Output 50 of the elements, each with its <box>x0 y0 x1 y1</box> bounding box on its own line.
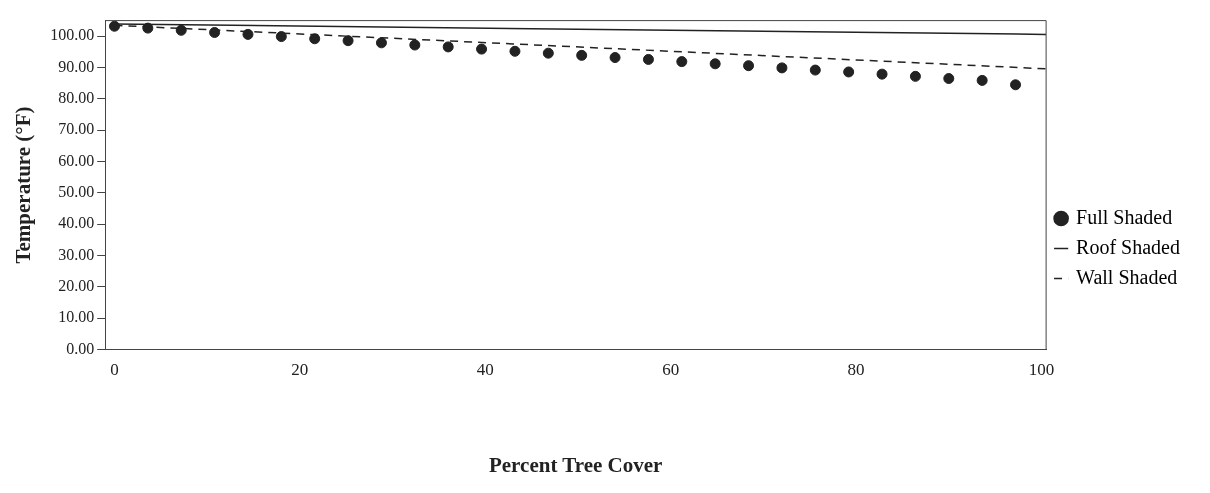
point <box>876 68 888 80</box>
point <box>642 53 654 65</box>
point <box>809 64 821 76</box>
point <box>943 73 955 85</box>
legend-label: Roof Shaded <box>1076 235 1181 258</box>
x-tick-label: 0 <box>110 360 119 380</box>
point <box>342 35 354 47</box>
point <box>275 31 287 43</box>
point <box>676 56 688 68</box>
point <box>509 45 521 57</box>
x-tick-label: 40 <box>476 360 494 380</box>
point <box>375 37 387 49</box>
point <box>108 20 120 32</box>
point <box>576 49 588 61</box>
x-tick-label: 20 <box>291 360 309 380</box>
y-tick-label: 40.00 <box>58 214 95 232</box>
point <box>709 58 721 70</box>
y-tick-label: 100.00 <box>50 26 95 44</box>
point <box>776 62 788 74</box>
x-tick-label: 100 <box>1028 360 1055 380</box>
point <box>976 74 988 86</box>
point <box>242 28 254 40</box>
legend-label: Full Shaded <box>1076 205 1173 228</box>
point <box>743 60 755 72</box>
point <box>909 70 921 82</box>
y-tick-label: 70.00 <box>58 120 95 138</box>
y-tick-label: 20.00 <box>58 276 95 294</box>
y-tick-label: 10.00 <box>58 308 95 326</box>
point <box>409 39 421 51</box>
point <box>609 52 621 64</box>
point <box>175 24 187 36</box>
point <box>442 41 454 53</box>
point <box>142 22 154 34</box>
y-tick-label: 30.00 <box>58 245 95 263</box>
x-axis-title: Percent Tree Cover <box>488 452 663 477</box>
y-tick-label: 80.00 <box>58 89 95 107</box>
point <box>209 27 221 38</box>
point <box>542 47 554 59</box>
y-tick-label: 50.00 <box>58 183 95 201</box>
legend-label: Wall Shaded <box>1076 265 1178 288</box>
point <box>843 66 855 78</box>
point <box>476 43 488 55</box>
y-axis-title: Temperature (°F) <box>11 106 36 264</box>
y-tick-label: 60.00 <box>58 151 95 169</box>
point <box>309 33 321 45</box>
x-tick-label: 80 <box>847 360 865 380</box>
x-tick-label: 60 <box>662 360 680 380</box>
y-tick-label: 90.00 <box>58 57 95 75</box>
y-tick-label: 0.00 <box>66 339 95 357</box>
point <box>1010 79 1022 91</box>
